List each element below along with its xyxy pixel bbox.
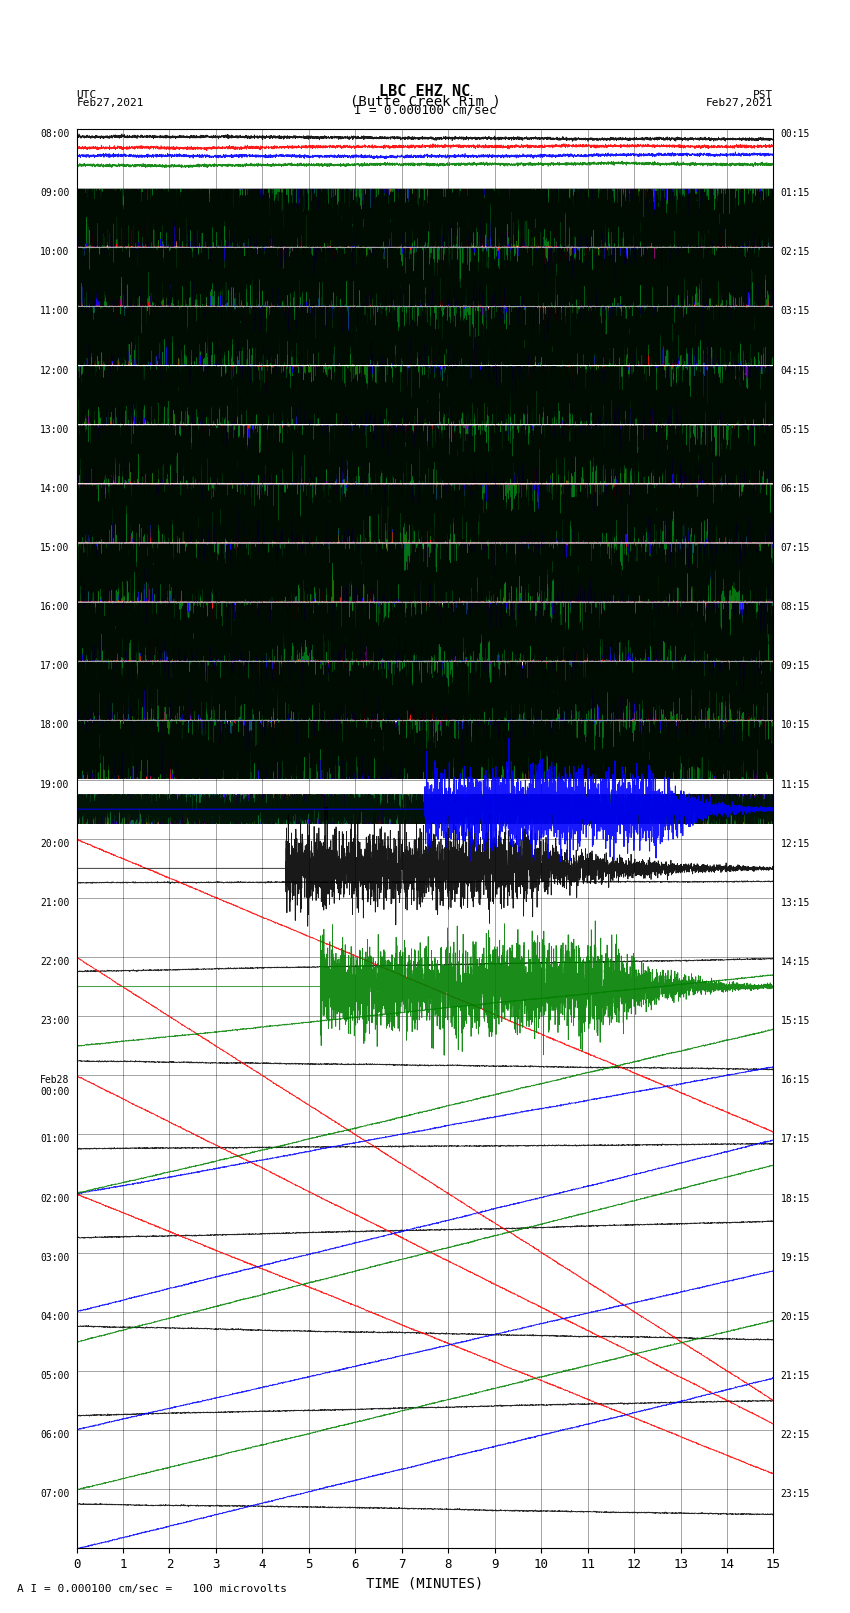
Text: 14:00: 14:00 (40, 484, 70, 494)
Text: 19:00: 19:00 (40, 779, 70, 790)
Text: 20:00: 20:00 (40, 839, 70, 848)
Text: 04:15: 04:15 (780, 366, 810, 376)
Text: 21:00: 21:00 (40, 898, 70, 908)
Text: 19:15: 19:15 (780, 1253, 810, 1263)
Text: 11:00: 11:00 (40, 306, 70, 316)
Text: 00:15: 00:15 (780, 129, 810, 139)
Text: Feb28
00:00: Feb28 00:00 (40, 1076, 70, 1097)
Text: 18:15: 18:15 (780, 1194, 810, 1203)
Text: 20:15: 20:15 (780, 1311, 810, 1323)
Text: 10:15: 10:15 (780, 721, 810, 731)
Text: 22:00: 22:00 (40, 957, 70, 968)
Text: 12:00: 12:00 (40, 366, 70, 376)
Text: 10:00: 10:00 (40, 247, 70, 258)
Text: LBC EHZ NC: LBC EHZ NC (379, 84, 471, 100)
Text: Feb27,2021: Feb27,2021 (706, 98, 774, 108)
Text: 23:00: 23:00 (40, 1016, 70, 1026)
Text: PST: PST (753, 90, 774, 100)
Text: 03:15: 03:15 (780, 306, 810, 316)
Text: 14:15: 14:15 (780, 957, 810, 968)
Text: 04:00: 04:00 (40, 1311, 70, 1323)
Text: 01:00: 01:00 (40, 1134, 70, 1145)
Text: 13:00: 13:00 (40, 424, 70, 436)
Text: 16:00: 16:00 (40, 602, 70, 613)
Text: 03:00: 03:00 (40, 1253, 70, 1263)
Text: 17:15: 17:15 (780, 1134, 810, 1145)
Text: 22:15: 22:15 (780, 1431, 810, 1440)
Text: 18:00: 18:00 (40, 721, 70, 731)
Text: 17:00: 17:00 (40, 661, 70, 671)
Text: 12:15: 12:15 (780, 839, 810, 848)
Text: 09:15: 09:15 (780, 661, 810, 671)
Text: UTC: UTC (76, 90, 97, 100)
Text: Feb27,2021: Feb27,2021 (76, 98, 144, 108)
Text: (Butte Creek Rim ): (Butte Creek Rim ) (349, 94, 501, 108)
Text: 15:00: 15:00 (40, 544, 70, 553)
Text: 07:15: 07:15 (780, 544, 810, 553)
Text: 05:00: 05:00 (40, 1371, 70, 1381)
Text: 09:00: 09:00 (40, 189, 70, 198)
Text: 21:15: 21:15 (780, 1371, 810, 1381)
Text: 02:15: 02:15 (780, 247, 810, 258)
Text: 16:15: 16:15 (780, 1076, 810, 1086)
Text: I = 0.000100 cm/sec: I = 0.000100 cm/sec (354, 103, 496, 116)
Text: 15:15: 15:15 (780, 1016, 810, 1026)
Text: A I = 0.000100 cm/sec =   100 microvolts: A I = 0.000100 cm/sec = 100 microvolts (17, 1584, 287, 1594)
Text: 23:15: 23:15 (780, 1489, 810, 1500)
Text: 07:00: 07:00 (40, 1489, 70, 1500)
Text: 08:00: 08:00 (40, 129, 70, 139)
Text: 02:00: 02:00 (40, 1194, 70, 1203)
Text: 13:15: 13:15 (780, 898, 810, 908)
Text: 05:15: 05:15 (780, 424, 810, 436)
Text: 11:15: 11:15 (780, 779, 810, 790)
Text: 06:00: 06:00 (40, 1431, 70, 1440)
X-axis label: TIME (MINUTES): TIME (MINUTES) (366, 1578, 484, 1590)
Text: 08:15: 08:15 (780, 602, 810, 613)
Text: 01:15: 01:15 (780, 189, 810, 198)
Text: 06:15: 06:15 (780, 484, 810, 494)
